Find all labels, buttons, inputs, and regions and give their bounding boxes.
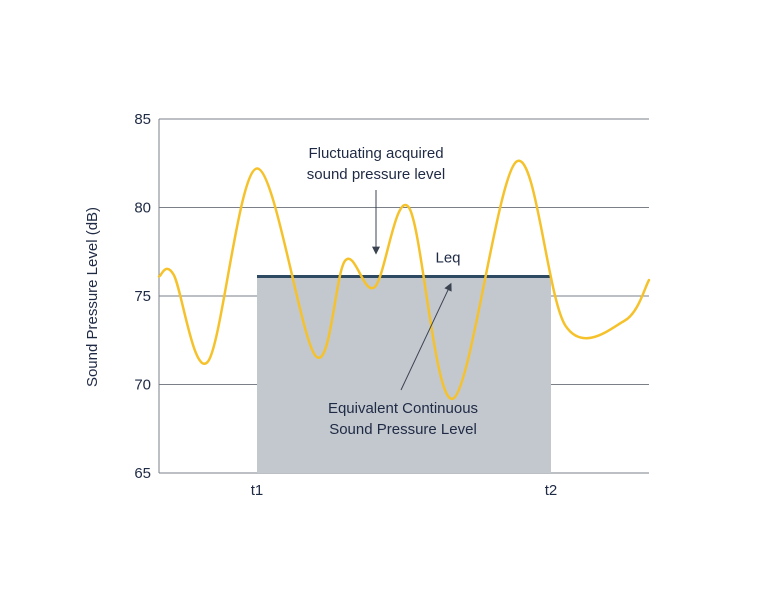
y-tick-label: 80 [134,200,151,217]
y-tick-label: 65 [134,465,151,482]
x-tick-label: t2 [545,482,558,499]
series-layer [157,159,651,400]
annotation-equivalent: Equivalent Continuous Sound Pressure Leve… [328,400,478,438]
axes: 65 70 75 80 85 t1 t2 [134,111,557,499]
annotation-arrow-equivalent [400,282,452,391]
leq-area-layer [257,275,551,473]
leq-label: Leq [435,250,460,267]
y-axis-label: Sound Pressure Level (dB) [84,207,101,387]
series-line-0 [157,159,651,400]
y-tick-label: 75 [134,288,151,305]
y-tick-label: 85 [134,111,151,128]
x-tick-label: t1 [251,482,264,499]
annotations-layer: Leq Fluctuating acquired sound pressure le… [307,145,478,438]
leq-area [257,276,551,473]
y-tick-label: 70 [134,377,151,394]
annotation-fluctuating: Fluctuating acquired sound pressure level [307,145,445,183]
